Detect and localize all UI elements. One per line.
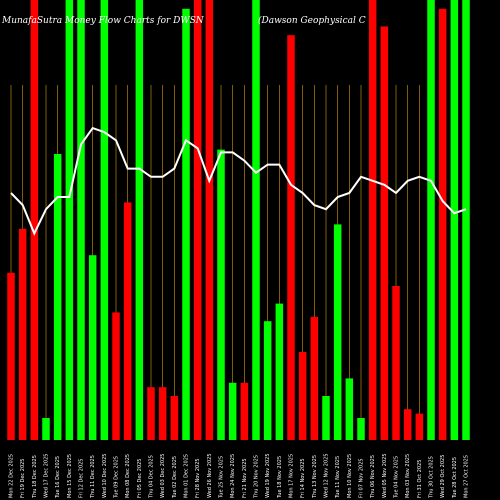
x-tick-label: Wed 17 Dec 2025 bbox=[44, 454, 50, 498]
volume-bar bbox=[77, 0, 85, 440]
x-tick-label: Thu 04 Dec 2025 bbox=[149, 455, 155, 499]
volume-bar bbox=[310, 316, 319, 440]
x-tick-label: Mon 01 Dec 2025 bbox=[184, 454, 190, 498]
volume-bar bbox=[252, 0, 260, 440]
x-tick-label: Thu 20 Nov 2025 bbox=[254, 455, 260, 499]
volume-bar bbox=[450, 0, 459, 440]
volume-bar bbox=[182, 8, 190, 441]
volume-bar bbox=[333, 224, 342, 440]
x-tick-label: Tue 04 Nov 2025 bbox=[394, 456, 400, 499]
money-flow-line bbox=[10, 126, 467, 236]
x-tick-label: Wed 12 Nov 2025 bbox=[324, 453, 330, 498]
x-tick-label: Mon 15 Dec 2025 bbox=[67, 454, 73, 498]
volume-bar bbox=[228, 382, 237, 440]
volume-bar bbox=[217, 149, 225, 440]
volume-bar bbox=[462, 0, 470, 440]
volume-bar bbox=[112, 312, 120, 440]
x-tick-label: Fri 19 Dec 2025 bbox=[20, 459, 26, 499]
volume-bar bbox=[205, 0, 214, 440]
volume-bar bbox=[135, 0, 144, 440]
x-tick-label: Tue 09 Dec 2025 bbox=[114, 456, 120, 499]
volume-bar bbox=[100, 0, 109, 440]
x-tick-label: Thu 11 Dec 2025 bbox=[90, 455, 96, 499]
volume-bar bbox=[275, 303, 284, 440]
volume-bar bbox=[147, 387, 155, 440]
x-tick-label: Thu 06 Nov 2025 bbox=[370, 455, 376, 499]
x-tick-label: Wed 19 Nov 2025 bbox=[265, 453, 271, 498]
volume-bar bbox=[438, 8, 447, 441]
x-tick-label: Tue 11 Nov 2025 bbox=[335, 456, 341, 499]
x-tick-label: Mon 10 Nov 2025 bbox=[347, 454, 353, 498]
volume-bar bbox=[18, 228, 27, 440]
x-tick-label: Wed 03 Dec 2025 bbox=[160, 454, 166, 498]
chart-title: MunafaSutra Money Flow Charts for DWSN bbox=[1, 16, 205, 26]
x-tick-label: Wed 26 Nov 2025 bbox=[207, 453, 213, 498]
x-tick-label: Fri 28 Nov 2025 bbox=[195, 458, 201, 498]
volume-bar bbox=[287, 35, 295, 440]
x-tick-label: Mon 24 Nov 2025 bbox=[230, 454, 236, 498]
x-tick-label: Wed 05 Nov 2025 bbox=[382, 453, 388, 498]
x-tick-label: Tue 16 Dec 2025 bbox=[55, 456, 61, 499]
volume-bar bbox=[357, 418, 365, 440]
x-tick-label: Fri 14 Nov 2025 bbox=[300, 458, 306, 498]
volume-bar bbox=[322, 396, 330, 440]
volume-bar bbox=[368, 0, 377, 440]
volume-bar bbox=[170, 396, 179, 440]
volume-bar bbox=[158, 387, 167, 440]
x-tick-label: Wed 29 Oct 2025 bbox=[440, 455, 446, 498]
x-tick-label: Tue 25 Nov 2025 bbox=[219, 456, 225, 499]
x-tick-label: Tue 18 Nov 2025 bbox=[277, 456, 283, 499]
volume-bar bbox=[298, 352, 307, 440]
volume-bar bbox=[123, 202, 132, 440]
volume-bar bbox=[193, 0, 202, 440]
x-tick-label: Thu 30 Oct 2025 bbox=[429, 456, 435, 499]
line-layer bbox=[10, 126, 467, 236]
bar-layer bbox=[7, 0, 470, 441]
volume-bar bbox=[53, 154, 62, 440]
x-tick-label: Thu 18 Dec 2025 bbox=[32, 455, 38, 499]
volume-bar bbox=[345, 378, 354, 440]
x-tick-label: Fri 21 Nov 2025 bbox=[242, 458, 248, 498]
volume-bar bbox=[427, 0, 435, 440]
volume-bar bbox=[415, 413, 424, 440]
x-tick-label: Mon 03 Nov 2025 bbox=[405, 454, 411, 498]
x-tick-label: Fri 31 Oct 2025 bbox=[417, 460, 423, 498]
x-tick-label: Mon 22 Dec 2025 bbox=[9, 454, 15, 498]
x-tick-label: Mon 08 Dec 2025 bbox=[125, 454, 131, 498]
volume-bar bbox=[88, 255, 97, 440]
x-tick-label: Mon 17 Nov 2025 bbox=[289, 454, 295, 498]
volume-bar bbox=[7, 272, 15, 440]
volume-bar bbox=[403, 409, 412, 440]
x-tick-layer: Mon 22 Dec 2025 Fri 19 Dec 2025 Thu 18 Dec… bbox=[9, 453, 470, 499]
volume-bar bbox=[392, 286, 400, 440]
x-tick-label: Fri 12 Dec 2025 bbox=[79, 459, 85, 499]
volume-bar bbox=[42, 418, 50, 440]
x-tick-label: Fri 05 Dec 2025 bbox=[137, 459, 143, 499]
x-tick-label: Tue 28 Oct 2025 bbox=[452, 457, 458, 499]
x-tick-label: Mon 27 Oct 2025 bbox=[464, 455, 470, 498]
x-tick-label: Fri 07 Nov 2025 bbox=[359, 458, 365, 498]
volume-bar bbox=[30, 0, 39, 440]
x-tick-label: Tue 02 Dec 2025 bbox=[172, 456, 178, 499]
volume-bar bbox=[240, 382, 249, 440]
x-tick-label: Thu 13 Nov 2025 bbox=[312, 455, 318, 499]
volume-bar bbox=[65, 0, 74, 440]
x-tick-label: Wed 10 Dec 2025 bbox=[102, 454, 108, 498]
volume-bar bbox=[263, 321, 272, 440]
volume-bar bbox=[380, 26, 389, 441]
chart-subtitle: (Dawson Geophysical C bbox=[258, 15, 366, 26]
